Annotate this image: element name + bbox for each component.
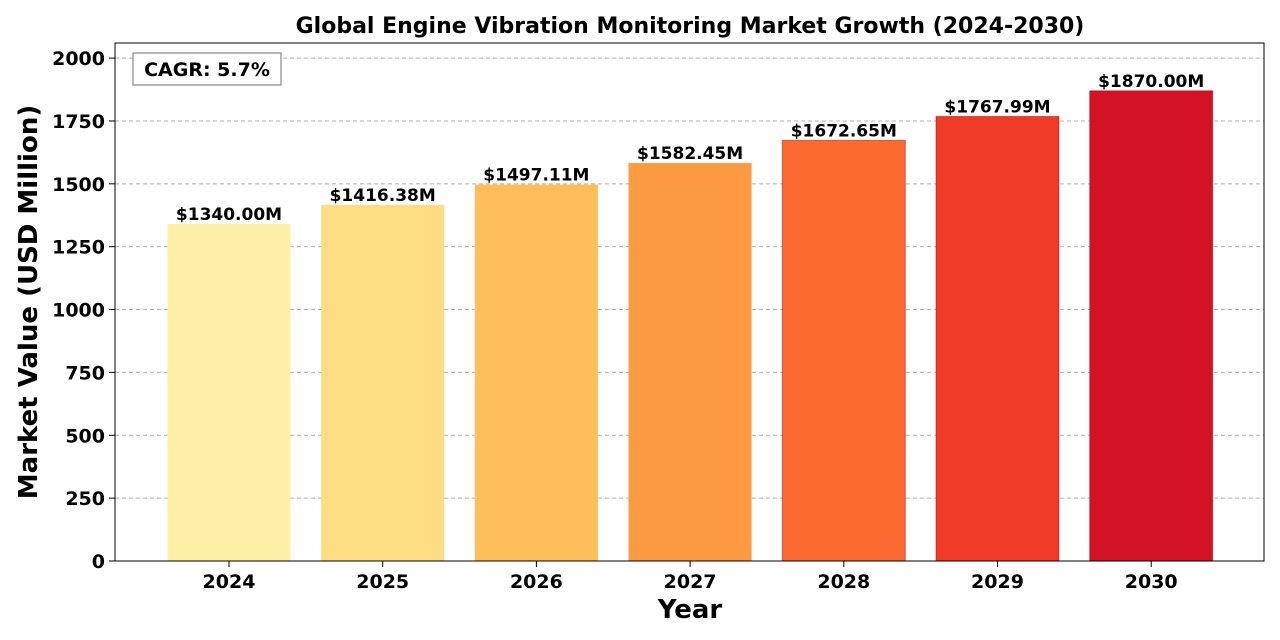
bar-2024 bbox=[167, 224, 291, 562]
cagr-text: CAGR: 5.7% bbox=[144, 59, 270, 81]
bar-2026 bbox=[474, 184, 598, 561]
cagr-annotation: CAGR: 5.7% bbox=[132, 52, 282, 86]
x-tick-label: 2029 bbox=[971, 571, 1024, 593]
bar-2030 bbox=[1089, 90, 1214, 562]
y-tick-label: 500 bbox=[65, 425, 105, 447]
data-label-2024: $1340.00M bbox=[176, 205, 282, 225]
y-axis-ticks: 0 250 500 750 1000 1250 1500 1750 2000 bbox=[52, 48, 115, 573]
data-label-2026: $1497.11M bbox=[483, 166, 589, 186]
data-label-2025: $1416.38M bbox=[330, 186, 436, 206]
x-tick-label: 2025 bbox=[356, 571, 409, 593]
data-labels: $1340.00M $1416.38M $1497.11M $1582.45M $167… bbox=[176, 72, 1204, 225]
x-tick-label: 2024 bbox=[203, 571, 256, 593]
cagr-box bbox=[132, 52, 282, 86]
x-axis-ticks: 2024 2025 2026 2027 2028 2029 2030 bbox=[203, 561, 1178, 593]
y-tick-label: 0 bbox=[92, 551, 105, 573]
x-tick-label: 2030 bbox=[1125, 571, 1178, 593]
x-tick-label: 2028 bbox=[817, 571, 870, 593]
y-tick-label: 1750 bbox=[52, 111, 105, 133]
x-tick-label: 2027 bbox=[664, 571, 717, 593]
data-label-2029: $1767.99M bbox=[944, 97, 1050, 117]
chart-title: Global Engine Vibration Monitoring Marke… bbox=[296, 14, 1085, 39]
data-label-2030: $1870.00M bbox=[1098, 72, 1204, 92]
data-label-2028: $1672.65M bbox=[791, 121, 897, 141]
bar-2027 bbox=[628, 163, 752, 562]
x-axis-label: Year bbox=[657, 595, 723, 625]
y-tick-label: 1250 bbox=[52, 237, 105, 259]
y-tick-label: 1500 bbox=[52, 174, 105, 196]
y-tick-label: 250 bbox=[65, 488, 105, 510]
y-tick-label: 750 bbox=[65, 362, 105, 384]
y-tick-label: 2000 bbox=[52, 48, 105, 70]
data-label-2027: $1582.45M bbox=[637, 144, 743, 164]
bar-2029 bbox=[935, 115, 1060, 562]
y-axis-label: Market Value (USD Million) bbox=[14, 105, 44, 499]
plot-frame bbox=[114, 42, 1265, 562]
x-tick-label: 2026 bbox=[510, 571, 563, 593]
y-tick-label: 1000 bbox=[52, 300, 105, 322]
bar-2025 bbox=[321, 204, 445, 561]
bars bbox=[167, 90, 1214, 562]
bar-2028 bbox=[781, 139, 906, 562]
